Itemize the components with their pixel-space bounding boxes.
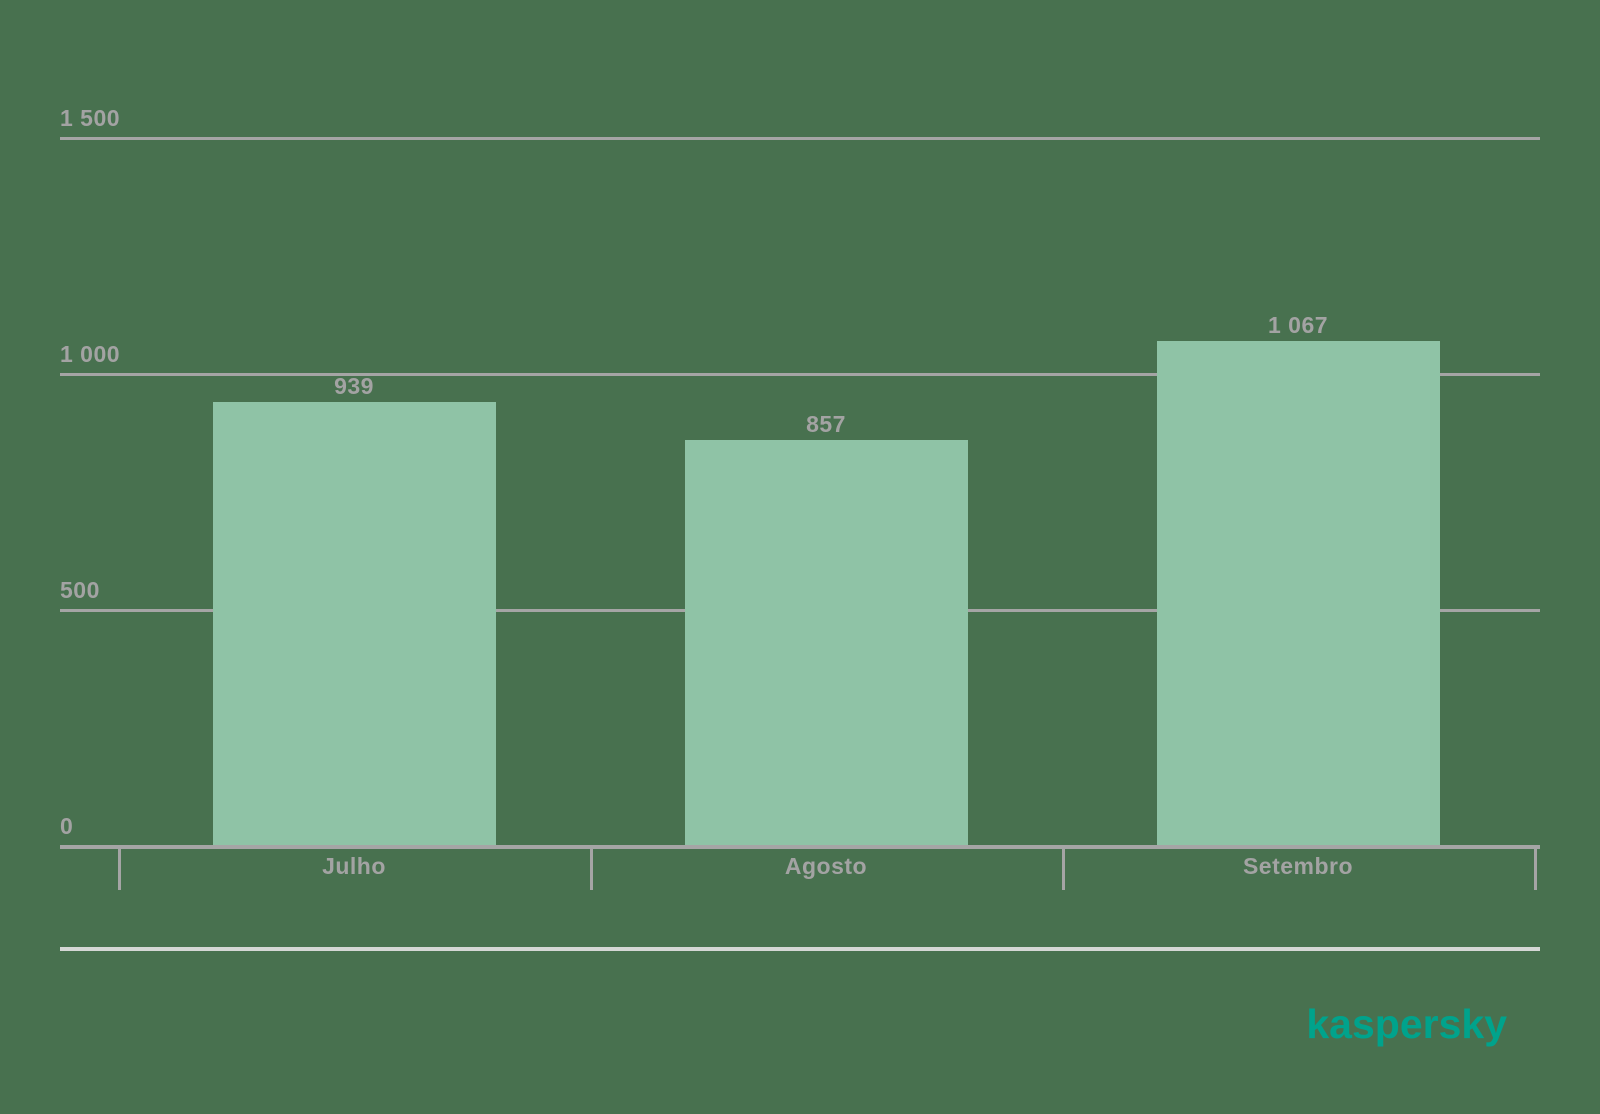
y-axis-tick-label: 0 xyxy=(60,813,74,839)
x-axis-category-label: Setembro xyxy=(1242,853,1354,879)
kaspersky-logo: kaspersky xyxy=(1306,1001,1507,1047)
bar-value-label: 939 xyxy=(334,373,374,399)
bar-agosto xyxy=(685,440,968,845)
x-axis-tick-mark xyxy=(1062,849,1065,890)
y-gridline xyxy=(60,373,1540,376)
bar-value-label: 857 xyxy=(806,411,846,437)
x-axis-tick-mark xyxy=(1534,849,1537,890)
y-axis-tick-label: 1 000 xyxy=(60,341,121,367)
x-axis-line xyxy=(60,845,1540,849)
footer-separator-line xyxy=(60,947,1540,951)
bar-value-label: 1 067 xyxy=(1267,312,1329,338)
x-axis-tick-mark xyxy=(118,849,121,890)
x-axis-tick-mark xyxy=(590,849,593,890)
bar-julho xyxy=(213,402,496,845)
y-gridline xyxy=(60,137,1540,140)
x-axis-category-label: Agosto xyxy=(784,853,868,879)
y-axis-tick-label: 500 xyxy=(60,577,100,603)
x-axis-category-label: Julho xyxy=(322,853,386,879)
bar-setembro xyxy=(1157,341,1440,845)
y-axis-tick-label: 1 500 xyxy=(60,105,121,131)
